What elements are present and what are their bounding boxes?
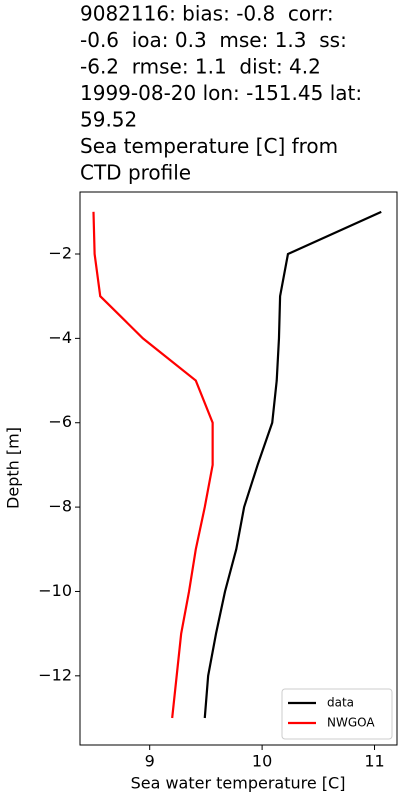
legend-label: data — [327, 696, 354, 710]
chart-title: 9082116: bias: -0.8 corr: — [80, 2, 334, 26]
chart-title: CTD profile — [80, 161, 191, 185]
chart-title: Sea temperature [C] from — [80, 134, 338, 158]
chart-title: 1999-08-20 lon: -151.45 lat: — [80, 81, 362, 105]
y-tick-label: −2 — [48, 244, 72, 263]
series-line — [92, 211, 214, 719]
y-tick-label: −12 — [38, 665, 72, 684]
series-line — [203, 210, 382, 719]
plot-frame — [79, 191, 398, 746]
y-tick-label: −4 — [48, 328, 72, 347]
chart-title: 59.52 — [80, 108, 137, 132]
chart-title: -0.6 ioa: 0.3 mse: 1.3 ss: — [80, 28, 347, 52]
x-tick-label: 10 — [252, 752, 272, 771]
legend-box — [281, 688, 393, 740]
chart-title: -6.2 rmse: 1.1 dist: 4.2 — [80, 55, 321, 79]
y-tick-label: −8 — [48, 497, 72, 516]
x-tick-label: 9 — [145, 752, 155, 771]
y-tick-label: −10 — [38, 581, 72, 600]
x-tick-label: 11 — [364, 752, 384, 771]
y-tick-label: −6 — [48, 412, 72, 431]
legend-label: NWGOA — [327, 716, 375, 730]
x-axis-label: Sea water temperature [C] — [131, 774, 346, 793]
y-axis-label: Depth [m] — [4, 427, 23, 509]
